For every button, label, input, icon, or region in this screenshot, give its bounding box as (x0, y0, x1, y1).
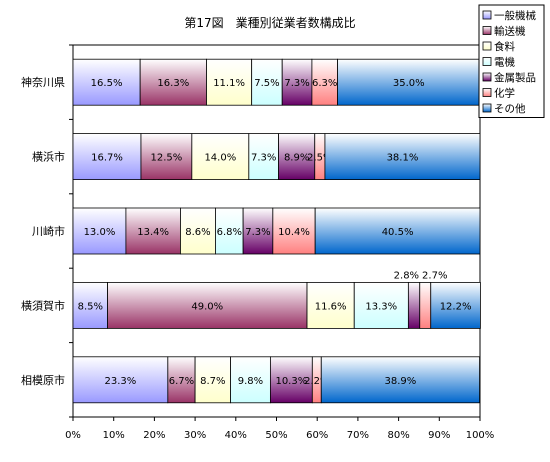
bar-segment (194, 356, 231, 404)
x-tick-label: 80% (387, 430, 409, 441)
data-label: 7.3% (251, 153, 276, 164)
data-label: 16.7% (91, 153, 123, 164)
data-label: 2.7% (422, 270, 447, 281)
data-label: 13.4% (137, 227, 169, 238)
bar-segment (419, 281, 432, 329)
category-label: 川崎市 (32, 224, 65, 238)
bar-segment (272, 207, 316, 255)
legend-swatch (482, 10, 492, 20)
x-tick-label: 70% (347, 430, 369, 441)
data-label: 10.4% (278, 227, 310, 238)
bar-segment (72, 207, 127, 255)
legend-label: 化学 (494, 87, 515, 100)
data-label: 2.2% (304, 376, 329, 387)
data-label: 11.1% (213, 78, 245, 89)
x-tick-label: 50% (265, 430, 287, 441)
x-tick-label: 100% (466, 430, 495, 441)
data-label: 2.5% (307, 153, 332, 164)
bar-segment (215, 207, 244, 255)
bar-segment (191, 133, 250, 181)
bar-segment (72, 356, 169, 404)
legend-swatch (482, 41, 492, 51)
legend-swatch (482, 72, 492, 82)
bar-segment (306, 281, 355, 329)
data-label: 38.9% (385, 376, 417, 387)
bar-segment (430, 281, 481, 329)
category-label: 横須賀市 (21, 298, 65, 312)
data-label: 2.8% (394, 270, 419, 281)
bar-segment (140, 133, 193, 181)
plot-area: 0% 10% 20% 30% 40% 50% 60% 70% 80% 90% 100% 神奈川県 16.… (21, 44, 495, 441)
data-label: 12.5% (151, 153, 183, 164)
legend-label: 金属製品 (494, 71, 536, 84)
bar-segment (311, 58, 338, 106)
data-label: 11.6% (315, 301, 347, 312)
data-label: 7.3% (245, 227, 270, 238)
x-tick-label: 90% (428, 430, 450, 441)
bar-segment (353, 281, 409, 329)
data-label: 35.0% (393, 78, 425, 89)
data-label: 8.7% (200, 376, 225, 387)
category-label: 神奈川県 (21, 75, 65, 89)
x-tick-label: 0% (65, 430, 81, 441)
bar-segment (72, 58, 141, 106)
data-label: 16.5% (91, 78, 123, 89)
legend-label: その他 (494, 102, 526, 115)
data-label: 9.8% (238, 376, 263, 387)
chart-title: 第17図 業種別従業者数構成比 (184, 15, 355, 30)
data-label: 6.3% (312, 78, 337, 89)
bar-segment (230, 356, 271, 404)
bar-segment (167, 356, 196, 404)
data-label: 49.0% (191, 301, 223, 312)
bar-segment (139, 58, 207, 106)
data-label: 40.5% (382, 227, 414, 238)
legend-swatch (482, 103, 492, 113)
data-label: 14.0% (204, 153, 236, 164)
data-label: 8.9% (284, 153, 309, 164)
data-label: 23.3% (105, 376, 137, 387)
legend-swatch (482, 88, 492, 97)
bar-segment (337, 58, 481, 106)
x-tick-label: 20% (143, 430, 165, 441)
legend-swatch (482, 26, 492, 35)
legend-label: 一般機械 (494, 9, 536, 22)
category-label: 横浜市 (32, 150, 65, 164)
x-tick-label: 30% (184, 430, 206, 441)
bar-segment (107, 281, 308, 329)
data-label: 12.2% (440, 301, 472, 312)
data-label: 13.3% (365, 301, 397, 312)
data-label: 6.8% (217, 227, 242, 238)
bar-segment (281, 58, 313, 106)
category-label: 相模原市 (21, 373, 65, 387)
data-label: 16.3% (157, 78, 189, 89)
legend-label: 電機 (494, 56, 515, 69)
x-tick-label: 40% (225, 430, 247, 441)
legend-swatch (482, 57, 492, 66)
data-label: 6.7% (169, 376, 194, 387)
data-label: 13.0% (84, 227, 116, 238)
bar-segment (72, 133, 142, 181)
bar-segment (320, 356, 480, 404)
data-label: 7.5% (254, 78, 279, 89)
data-label: 8.5% (78, 301, 103, 312)
data-label: 38.1% (387, 153, 419, 164)
bar-segment (407, 281, 421, 329)
legend-label: 輸送機 (494, 25, 526, 38)
legend-label: 食料 (494, 40, 515, 53)
x-tick-label: 10% (103, 430, 125, 441)
x-tick-label: 60% (306, 430, 328, 441)
data-label: 10.3% (275, 376, 307, 387)
data-label: 8.6% (185, 227, 210, 238)
bar-segment (324, 133, 481, 181)
data-label: 7.3% (284, 78, 309, 89)
bar-segment (314, 207, 481, 255)
